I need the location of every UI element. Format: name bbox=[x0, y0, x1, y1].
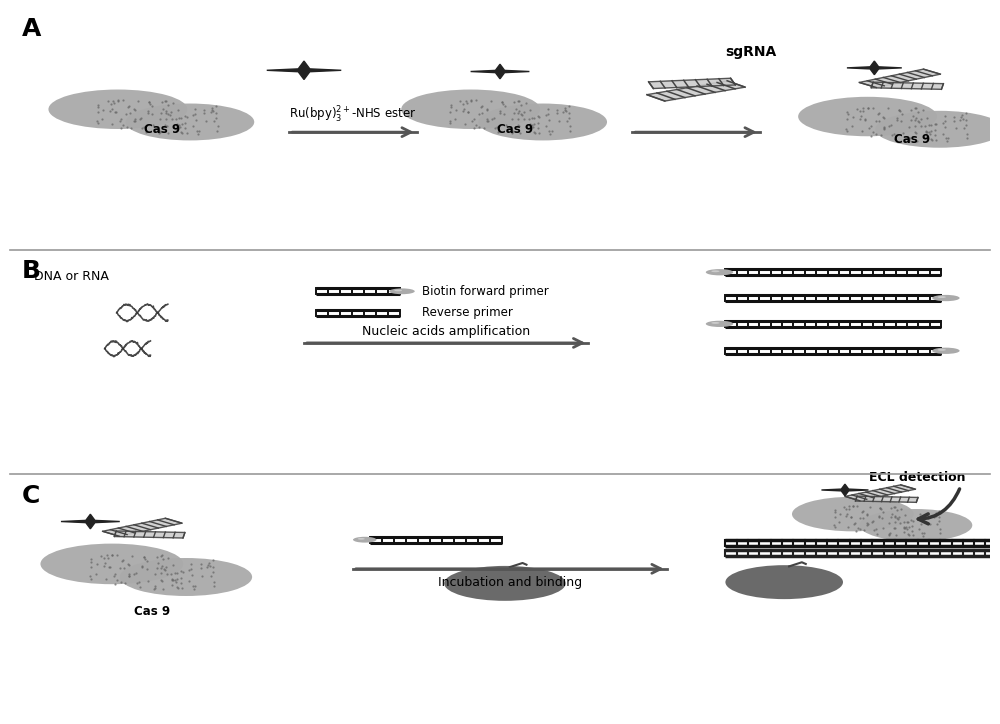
Ellipse shape bbox=[860, 509, 972, 542]
Circle shape bbox=[394, 290, 402, 291]
Polygon shape bbox=[855, 496, 918, 502]
Polygon shape bbox=[267, 61, 341, 80]
Ellipse shape bbox=[478, 104, 607, 140]
Ellipse shape bbox=[126, 104, 254, 140]
Circle shape bbox=[711, 270, 720, 272]
Text: B: B bbox=[22, 258, 41, 283]
Ellipse shape bbox=[40, 544, 183, 584]
Text: C: C bbox=[22, 484, 40, 508]
Ellipse shape bbox=[120, 558, 252, 596]
Text: Ru(bpy)$_3^{2+}$-NHS ester: Ru(bpy)$_3^{2+}$-NHS ester bbox=[289, 105, 417, 125]
Circle shape bbox=[706, 321, 733, 327]
Text: ECL detection: ECL detection bbox=[869, 471, 966, 484]
Circle shape bbox=[706, 269, 733, 275]
Ellipse shape bbox=[725, 565, 843, 599]
Circle shape bbox=[358, 538, 365, 539]
Polygon shape bbox=[649, 78, 735, 88]
Polygon shape bbox=[871, 82, 943, 89]
Circle shape bbox=[389, 288, 415, 294]
Ellipse shape bbox=[444, 566, 566, 601]
Ellipse shape bbox=[798, 97, 937, 136]
Circle shape bbox=[932, 295, 960, 301]
Polygon shape bbox=[61, 514, 120, 529]
Text: Cas 9: Cas 9 bbox=[894, 133, 930, 146]
Text: Incubation and binding: Incubation and binding bbox=[438, 576, 582, 589]
Ellipse shape bbox=[875, 111, 1000, 148]
Text: Cas 9: Cas 9 bbox=[134, 605, 170, 618]
Text: Cas 9: Cas 9 bbox=[497, 123, 533, 136]
Text: DNA or RNA: DNA or RNA bbox=[34, 270, 109, 283]
Circle shape bbox=[711, 322, 720, 324]
Text: sgRNA: sgRNA bbox=[725, 45, 777, 59]
Polygon shape bbox=[103, 518, 182, 536]
Circle shape bbox=[353, 536, 377, 542]
Polygon shape bbox=[114, 531, 185, 538]
Polygon shape bbox=[859, 69, 940, 88]
Ellipse shape bbox=[792, 497, 914, 531]
Text: Cas 9: Cas 9 bbox=[144, 123, 180, 136]
Polygon shape bbox=[847, 61, 902, 75]
Text: Nucleic acids amplification: Nucleic acids amplification bbox=[362, 325, 530, 338]
Ellipse shape bbox=[401, 90, 540, 129]
Ellipse shape bbox=[48, 90, 187, 129]
Text: A: A bbox=[22, 17, 41, 41]
Polygon shape bbox=[647, 81, 745, 101]
Text: Biotin forward primer: Biotin forward primer bbox=[422, 285, 548, 298]
Circle shape bbox=[932, 348, 960, 354]
Polygon shape bbox=[471, 64, 529, 79]
Circle shape bbox=[938, 349, 946, 351]
Polygon shape bbox=[821, 484, 868, 496]
Text: Reverse primer: Reverse primer bbox=[422, 306, 512, 319]
Polygon shape bbox=[845, 485, 915, 501]
Circle shape bbox=[938, 296, 946, 298]
